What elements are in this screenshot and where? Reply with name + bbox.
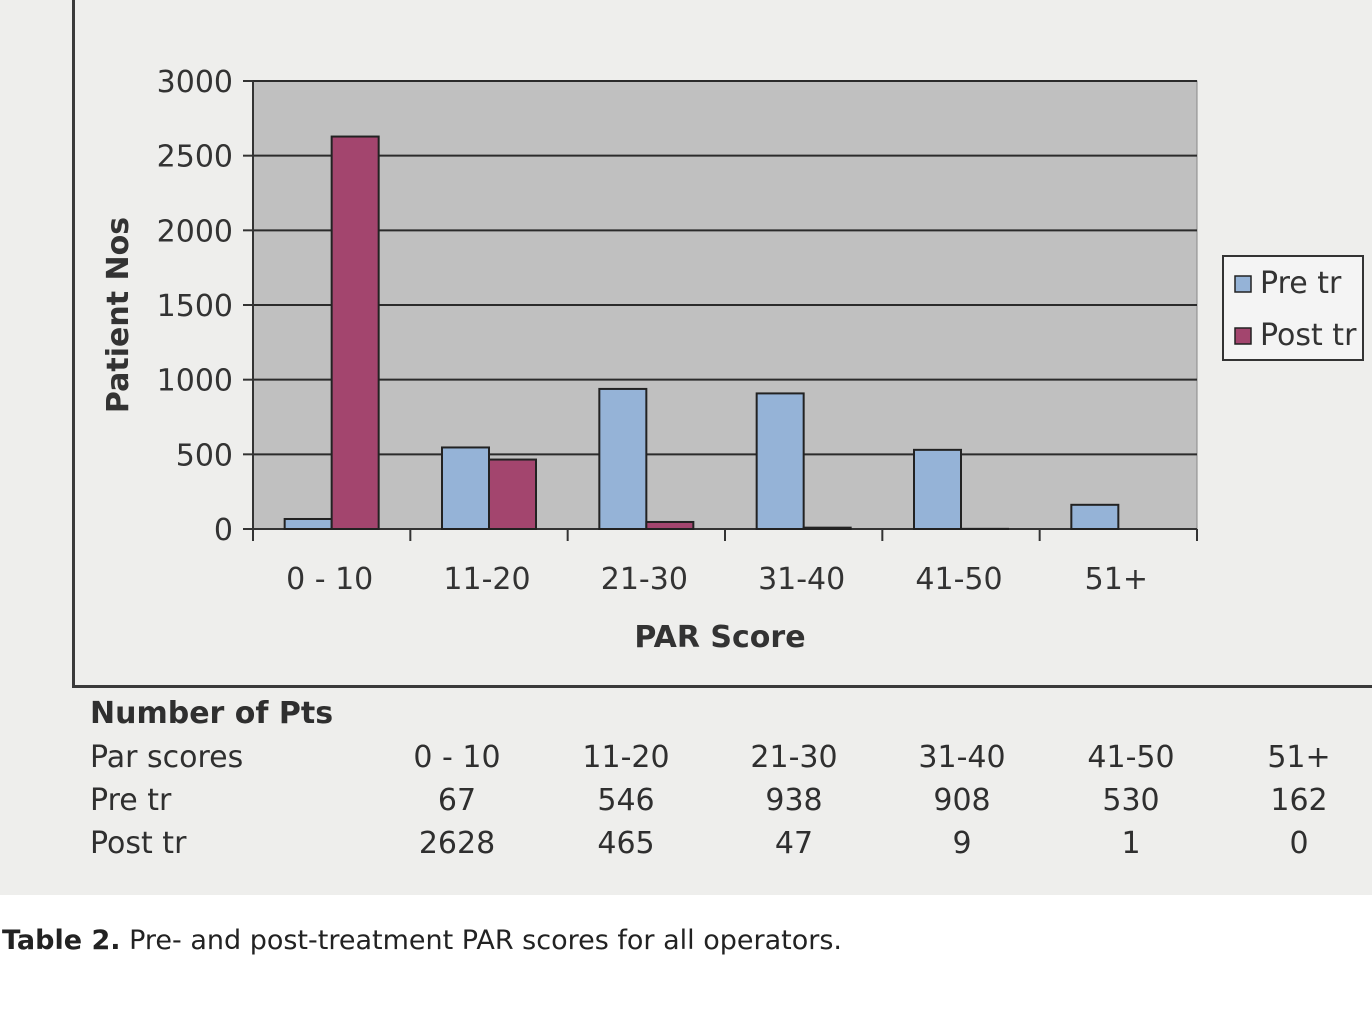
bar-pre-tr <box>283 517 333 531</box>
bar-post-tr <box>330 135 380 530</box>
legend-swatch <box>1234 275 1252 293</box>
legend-label: Post tr <box>1260 318 1357 353</box>
table-cell: 530 <box>1102 783 1160 818</box>
table-cell: 11-20 <box>582 740 670 775</box>
caption-label: Table 2. <box>2 925 121 956</box>
y-tick-label: 3000 <box>157 65 233 100</box>
bar-chart: 0 500 1000 1500 2000 2500 3000 0 - 10 11-20 21-30… <box>101 65 1364 655</box>
table-row-par-scores: Par scores 0 - 10 11-20 21-30 31-40 41-5… <box>90 736 1350 779</box>
bar-post-tr <box>645 520 695 530</box>
y-tick-label: 1000 <box>157 364 233 399</box>
bar-pre-tr <box>755 392 805 530</box>
table-cell: 51+ <box>1267 740 1331 775</box>
x-tick-label: 21-30 <box>601 562 688 597</box>
data-table: Number of Pts Par scores 0 - 10 11-20 21… <box>90 692 1350 865</box>
table-cell: 0 - 10 <box>413 740 501 775</box>
bar-post-tr <box>802 526 852 531</box>
row-label: Par scores <box>90 740 244 775</box>
table-cell: 908 <box>933 783 991 818</box>
legend-label: Pre tr <box>1260 266 1342 301</box>
y-tick-label: 0 <box>214 513 233 548</box>
x-axis-title: PAR Score <box>634 620 805 655</box>
figure-caption: Table 2. Pre- and post-treatment PAR sco… <box>2 925 842 956</box>
x-tick-label: 51+ <box>1085 562 1148 597</box>
bar-pre-tr <box>913 448 962 530</box>
table-row-post-tr: Post tr 2628 465 47 9 1 0 <box>90 822 1350 865</box>
x-tick-label: 0 - 10 <box>286 562 373 597</box>
table-cell: 162 <box>1270 783 1328 818</box>
table-cell: 938 <box>765 783 823 818</box>
table-cell: 0 <box>1289 826 1309 861</box>
legend-swatch <box>1234 327 1252 345</box>
y-axis-title: Patient Nos <box>101 217 136 413</box>
y-tick-label: 500 <box>176 438 233 473</box>
table-heading: Number of Pts <box>90 696 334 731</box>
table-cell: 1 <box>1121 826 1141 861</box>
y-tick-label: 2000 <box>157 214 233 249</box>
table-cell: 31-40 <box>918 740 1006 775</box>
caption-text: Pre- and post-treatment PAR scores for a… <box>120 925 842 956</box>
bar-post-tr <box>488 458 537 530</box>
table-cell: 67 <box>437 783 477 818</box>
x-tick-label: 31-40 <box>758 562 845 597</box>
bar-pre-tr <box>441 446 490 530</box>
y-tick-label: 1500 <box>157 289 233 324</box>
bar-pre-tr <box>1070 503 1120 531</box>
table-cell: 41-50 <box>1087 740 1175 775</box>
row-label: Pre tr <box>90 783 172 818</box>
x-tick-label: 11-20 <box>443 562 530 597</box>
scanned-figure: 0 500 1000 1500 2000 2500 3000 0 - 10 11-20 21-30… <box>0 0 1372 895</box>
bar-pre-tr <box>598 387 648 530</box>
table-cell: 21-30 <box>750 740 838 775</box>
x-tick-label: 41-50 <box>915 562 1002 597</box>
table-cell: 9 <box>952 826 972 861</box>
table-cell: 47 <box>774 826 814 861</box>
y-tick-label: 2500 <box>157 140 233 175</box>
table-cell: 465 <box>597 826 655 861</box>
table-cell: 546 <box>597 783 655 818</box>
table-cell: 2628 <box>418 826 496 861</box>
table-row-pre-tr: Pre tr 67 546 938 908 530 162 <box>90 779 1350 822</box>
chart-frame: 0 500 1000 1500 2000 2500 3000 0 - 10 11-20 21-30… <box>72 0 1372 688</box>
row-label: Post tr <box>90 826 187 861</box>
